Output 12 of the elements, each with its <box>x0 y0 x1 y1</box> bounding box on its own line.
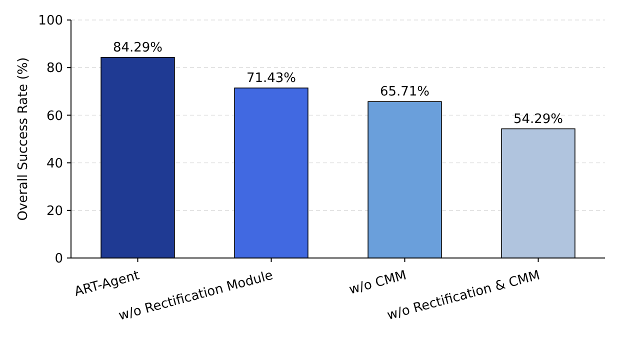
y-tick-label: 60 <box>46 108 63 124</box>
data-label: 84.29% <box>112 40 163 56</box>
y-tick-label: 0 <box>54 252 63 267</box>
y-tick-label: 20 <box>46 204 63 219</box>
y-tick-label: 40 <box>46 156 63 172</box>
x-tick-label: w/o CMM <box>348 268 408 298</box>
y-tick-label: 80 <box>46 61 63 76</box>
y-axis-title: Overall Success Rate (%) <box>16 57 31 221</box>
y-tick-label: 100 <box>38 14 63 29</box>
data-label: 65.71% <box>380 84 430 100</box>
data-label: 54.29% <box>513 112 564 127</box>
data-label: 71.43% <box>246 70 296 86</box>
